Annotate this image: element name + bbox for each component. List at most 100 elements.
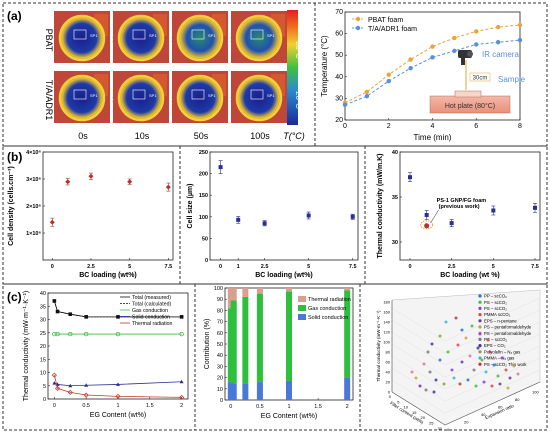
measurement-box <box>250 89 264 100</box>
data-point <box>476 346 480 350</box>
legend-label: PMMA scCO₂ <box>484 312 511 317</box>
x-axis <box>391 391 446 426</box>
series-line <box>53 375 182 398</box>
measurement-box <box>132 89 146 100</box>
data-point <box>84 383 89 387</box>
bar-segment <box>230 300 237 384</box>
x-tick-label: 5 <box>307 264 310 270</box>
x-tick-label: 2 <box>346 404 349 410</box>
data-point <box>426 350 430 354</box>
thermal-foam-ring <box>235 14 283 62</box>
thermal-foam-disk <box>178 16 222 60</box>
series-line <box>344 39 521 106</box>
y-tick-label: 35 <box>392 195 398 201</box>
data-point <box>446 350 450 354</box>
y-tick-label: 0 <box>220 398 223 404</box>
legend-marker <box>478 350 482 354</box>
data-point <box>474 29 479 34</box>
grid-line <box>444 369 541 414</box>
legend-label: Thermal radiation <box>308 297 351 303</box>
data-point <box>438 358 442 362</box>
data-point <box>444 320 448 324</box>
legend-label: PS – scCO₂ <box>484 300 507 305</box>
annotation-marker <box>424 223 430 229</box>
data-point <box>65 179 71 185</box>
data-point <box>498 382 502 386</box>
data-point <box>458 382 462 386</box>
thermal-foam-disk <box>119 16 163 60</box>
grid-line <box>391 367 446 402</box>
y-tick-label: 1×10⁶ <box>26 231 41 237</box>
data-point <box>495 24 501 30</box>
measurement-spot-label: SP1 <box>208 93 216 98</box>
z-axis-label: Thermal conductivity (mW·m⁻¹·K⁻¹) <box>376 310 381 382</box>
y-axis-label: Cell size (µm) <box>187 184 194 229</box>
time-label-10: 10s <box>135 131 150 141</box>
measurement-spot-label: SP1 <box>208 33 216 38</box>
measurement-box <box>250 29 264 40</box>
data-point <box>408 57 413 62</box>
data-point <box>408 65 413 71</box>
y-tick-label: 80 <box>515 397 520 402</box>
x-tick-label: 0.5 <box>82 403 90 409</box>
data-point <box>460 328 464 332</box>
y-tick-label: 30 <box>392 240 398 246</box>
data-point <box>452 48 457 54</box>
x-tick-label: 10 <box>404 405 409 410</box>
y-tick-label: 0 <box>43 397 46 403</box>
data-point <box>422 362 426 366</box>
data-point <box>468 354 472 358</box>
colorbar <box>287 10 298 125</box>
bar-segment <box>344 288 351 291</box>
bar-segment <box>242 288 249 297</box>
colorbar-axis-label: T(°C) <box>283 131 305 141</box>
data-point <box>466 378 470 382</box>
data-point <box>484 370 488 374</box>
legend-marker <box>478 344 482 348</box>
legend-label: Gas conduction <box>132 308 168 314</box>
chart-thermal-conductivity: 0 2.5 5 7.5 30 35 40 BC loading (wt %) Thermal c… <box>377 150 541 279</box>
measurement-box <box>73 29 87 40</box>
y-tick-label: 100 <box>214 286 223 292</box>
data-point <box>414 376 418 380</box>
y-axis <box>444 381 541 426</box>
x-tick-label: 0 <box>229 404 232 410</box>
legend-label: Total (calculated) <box>132 302 171 308</box>
sample-label: Sample <box>498 75 526 84</box>
x-tick-label: 0 <box>408 264 411 270</box>
data-point <box>408 175 412 180</box>
z-tick-label: 140 <box>383 320 390 325</box>
measurement-spot-label: SP1 <box>267 33 275 38</box>
thermal-foam-disk <box>178 76 222 120</box>
measurement-box <box>73 89 87 100</box>
data-point <box>179 379 184 384</box>
data-point <box>480 358 484 362</box>
z-tick-label: 60 <box>386 360 391 365</box>
data-point <box>456 343 460 347</box>
grid-line <box>444 297 541 342</box>
grid-line <box>391 307 446 342</box>
legend-label: T/A/ADR1 foam <box>368 26 417 33</box>
data-point <box>516 372 520 376</box>
y-tick-label: 60 <box>335 31 343 38</box>
grid-line <box>391 355 446 390</box>
sample-block <box>454 90 482 98</box>
y-tick-label: 5 <box>43 384 46 390</box>
x-tick-label: 30 <box>438 426 443 431</box>
legend-swatch <box>298 305 306 311</box>
panel-c-frame <box>2 283 548 431</box>
data-point <box>472 368 476 372</box>
x-tick-label: 8 <box>518 123 522 130</box>
legend-label: PP – scCO₂ <box>484 294 507 299</box>
legend-marker <box>478 362 482 366</box>
x-tick-label: 2.5 <box>261 264 269 270</box>
data-point <box>492 363 496 367</box>
row-label-tadr1: T/A/ADR1 <box>44 80 54 121</box>
data-point <box>474 384 478 388</box>
y-tick-label: 30 <box>40 318 46 324</box>
x-tick-label: 2 <box>387 123 391 130</box>
data-point <box>430 55 435 60</box>
panel-a-frame <box>2 2 548 147</box>
